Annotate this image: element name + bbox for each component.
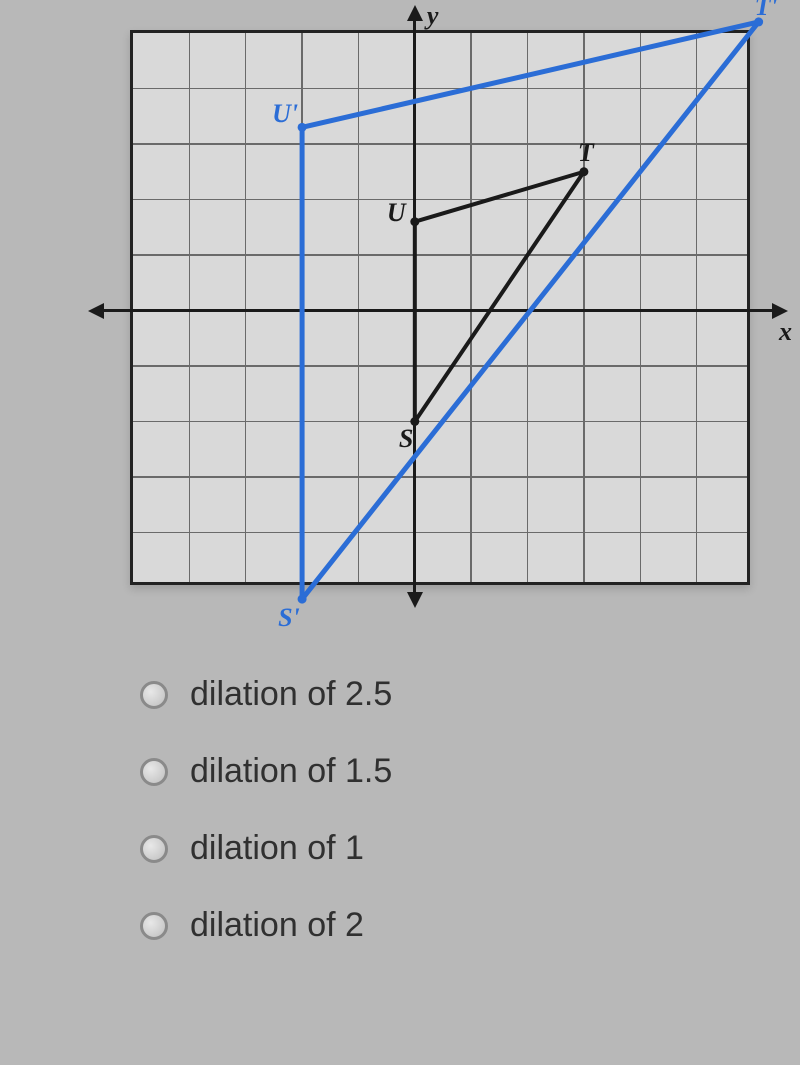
option-row[interactable]: dilation of 1.5 — [140, 752, 770, 791]
radio-icon[interactable] — [140, 912, 168, 940]
x-axis-label: x — [779, 317, 792, 347]
label-U: U — [387, 198, 406, 228]
arrow-up-icon — [407, 5, 423, 21]
option-row[interactable]: dilation of 2.5 — [140, 675, 770, 714]
triangles-svg — [133, 33, 747, 582]
label-S-prime: S' — [278, 603, 300, 633]
answer-options: dilation of 2.5 dilation of 1.5 dilation… — [140, 675, 770, 945]
arrow-down-icon — [407, 592, 423, 608]
option-label: dilation of 2.5 — [190, 675, 392, 714]
label-T-prime: T' — [755, 0, 778, 22]
y-axis-label: y — [427, 1, 439, 31]
arrow-left-icon — [88, 303, 104, 319]
coordinate-grid: y x T' U' S' T U S — [130, 30, 750, 585]
label-T: T — [578, 138, 594, 168]
label-U-prime: U' — [272, 99, 298, 129]
option-row[interactable]: dilation of 2 — [140, 906, 770, 945]
option-row[interactable]: dilation of 1 — [140, 829, 770, 868]
label-S: S — [399, 424, 413, 454]
option-label: dilation of 1 — [190, 829, 364, 868]
option-label: dilation of 2 — [190, 906, 364, 945]
radio-icon[interactable] — [140, 758, 168, 786]
radio-icon[interactable] — [140, 835, 168, 863]
option-label: dilation of 1.5 — [190, 752, 392, 791]
radio-icon[interactable] — [140, 681, 168, 709]
